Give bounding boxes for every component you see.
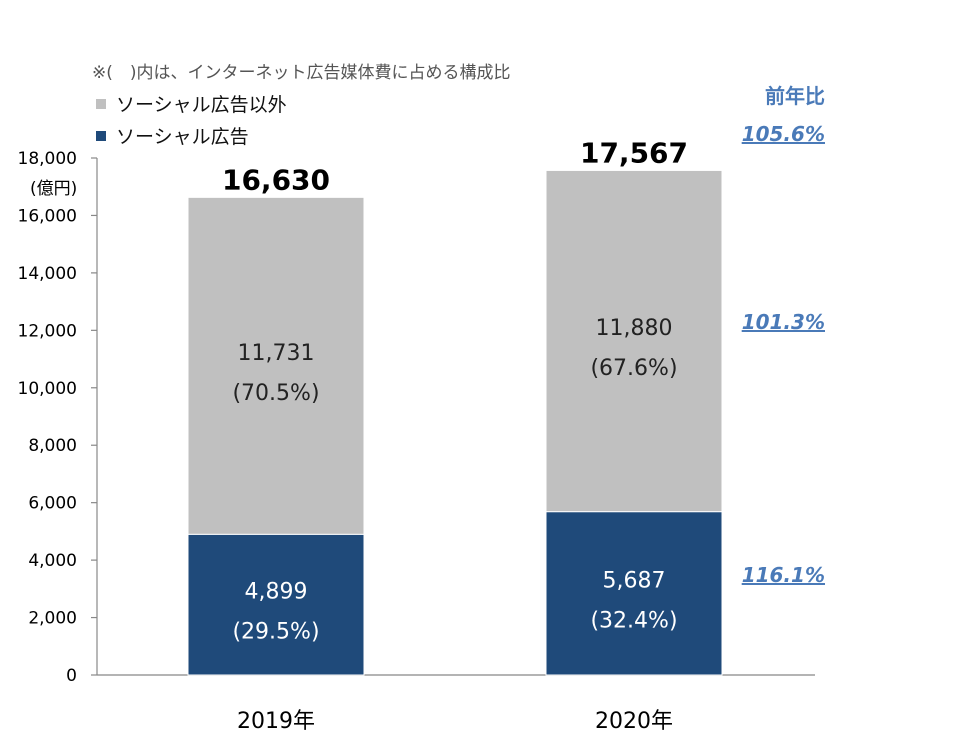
yoy-header: 前年比 <box>765 84 825 108</box>
y-tick-label: 10,000 <box>18 379 77 399</box>
chart-note: ※( )内は、インターネット広告媒体費に占める構成比 <box>92 63 511 83</box>
bar-other <box>187 196 365 535</box>
legend-swatch-other <box>96 98 106 109</box>
legend-label-social: ソーシャル広告 <box>116 126 249 148</box>
y-tick-label: 16,000 <box>18 206 77 226</box>
total-label: 16,630 <box>222 163 330 196</box>
x-category-label: 2019年 <box>237 709 315 734</box>
y-tick-label: 2,000 <box>28 609 77 629</box>
yoy-total: 105.6% <box>741 122 825 146</box>
x-category-label: 2020年 <box>595 709 673 734</box>
bar-social <box>545 511 723 676</box>
data-label-value: 11,880 <box>596 316 673 341</box>
legend-item-social: ソーシャル広告 <box>96 122 249 149</box>
y-tick-label: 18,000 <box>18 149 77 169</box>
yoy-other: 101.3% <box>741 310 825 334</box>
data-label-share: (32.4%) <box>590 608 677 633</box>
data-label-share: (29.5%) <box>232 620 319 645</box>
y-axis-unit-label: (億円) <box>30 179 78 199</box>
data-label-value: 4,899 <box>245 580 308 605</box>
y-tick-label: 12,000 <box>18 321 77 341</box>
data-label-share: (67.6%) <box>590 356 677 381</box>
y-tick-label: 8,000 <box>28 436 77 456</box>
legend-label-other: ソーシャル広告以外 <box>116 94 287 116</box>
y-tick-label: 14,000 <box>18 264 77 284</box>
data-label-value: 11,731 <box>238 341 315 366</box>
legend-item-other: ソーシャル広告以外 <box>96 90 287 117</box>
y-tick-label: 6,000 <box>28 494 77 514</box>
total-label: 17,567 <box>580 136 688 169</box>
bar-other <box>545 169 723 513</box>
y-tick-label: 0 <box>66 666 77 686</box>
data-label-value: 5,687 <box>603 568 666 593</box>
bar-social <box>187 533 365 676</box>
y-tick-label: 4,000 <box>28 551 77 571</box>
data-label-share: (70.5%) <box>232 381 319 406</box>
legend-swatch-social <box>96 130 106 141</box>
yoy-social: 116.1% <box>741 563 825 587</box>
